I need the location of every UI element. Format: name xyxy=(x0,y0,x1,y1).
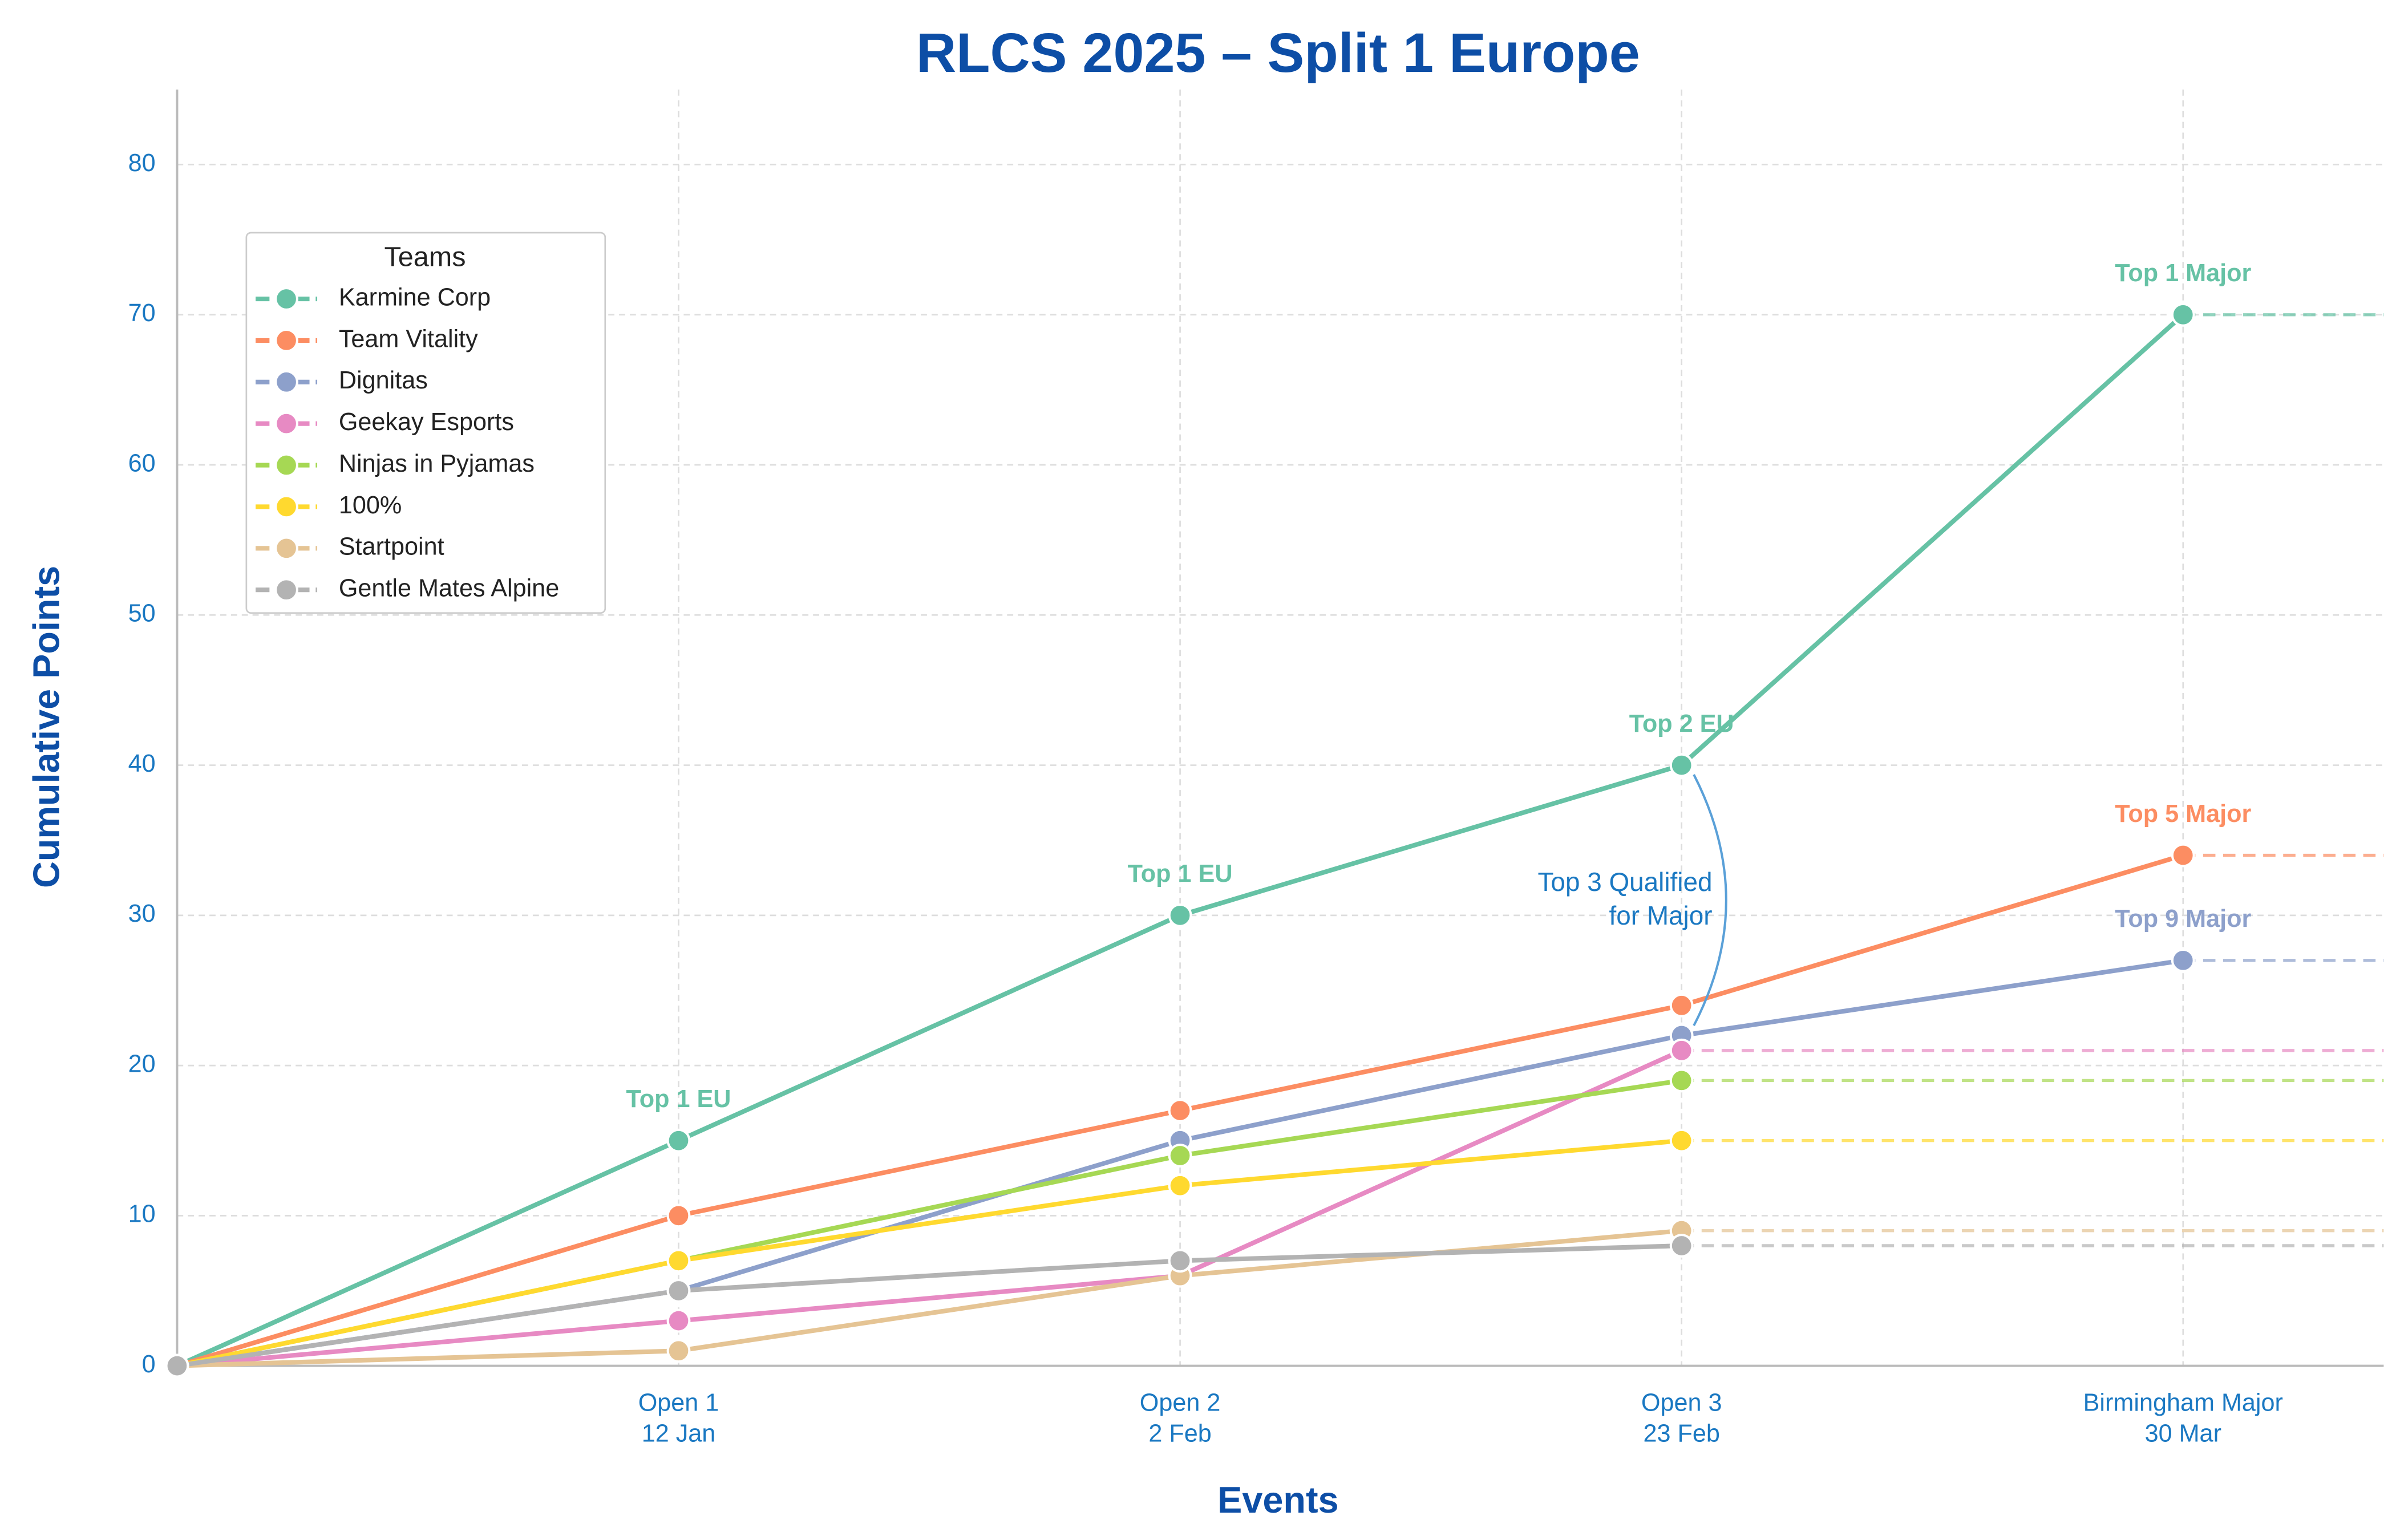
y-tick-label: 20 xyxy=(128,1050,156,1077)
legend-box xyxy=(245,232,606,614)
legend-marker xyxy=(274,411,298,436)
data-point xyxy=(1669,1234,1694,1258)
data-point xyxy=(666,1203,691,1228)
point-annotation: Top 1 Major xyxy=(2115,260,2251,287)
y-tick-label: 40 xyxy=(128,750,156,777)
callout-arrow xyxy=(1693,774,1727,1027)
y-tick-label: 10 xyxy=(128,1201,156,1228)
y-tick-label: 70 xyxy=(128,299,156,327)
y-tick-label: 50 xyxy=(128,600,156,627)
data-point xyxy=(1669,1038,1694,1063)
point-annotation: Top 9 Major xyxy=(2115,905,2251,933)
point-annotation: Top 5 Major xyxy=(2115,800,2251,828)
x-tick-label: Open 1 xyxy=(638,1389,719,1416)
data-point xyxy=(666,1128,691,1153)
y-tick-label: 80 xyxy=(128,149,156,177)
data-point xyxy=(2171,843,2195,868)
legend-label: Dignitas xyxy=(339,367,428,394)
y-tick-label: 0 xyxy=(142,1351,156,1378)
x-tick-label: Open 2 xyxy=(1140,1389,1221,1416)
data-point xyxy=(1669,1128,1694,1153)
data-point xyxy=(1669,1068,1694,1093)
x-tick-date: 23 Feb xyxy=(1643,1420,1719,1447)
point-annotation: Top 1 EU xyxy=(1128,860,1233,887)
x-tick-date: 12 Jan xyxy=(642,1420,716,1447)
x-tick-date: 30 Mar xyxy=(2145,1420,2221,1447)
callout-text: Top 3 Qualified xyxy=(1538,867,1713,897)
legend-label: Ninjas in Pyjamas xyxy=(339,450,535,477)
data-point xyxy=(1168,903,1192,927)
legend-label: 100% xyxy=(339,492,402,519)
legend-marker xyxy=(274,495,298,519)
series-line xyxy=(176,1138,1682,1368)
legend-label: Karmine Corp xyxy=(339,283,491,311)
data-point xyxy=(1168,1249,1192,1273)
legend-marker xyxy=(274,287,298,311)
x-tick-label: Open 3 xyxy=(1641,1389,1722,1416)
data-point xyxy=(666,1339,691,1363)
data-point xyxy=(2171,302,2195,327)
data-point xyxy=(1168,1144,1192,1168)
legend-title: Teams xyxy=(384,242,466,273)
y-tick-label: 30 xyxy=(128,900,156,927)
plot-area: Top 1 EU Top 1 EU Top 2 EU Top 1 Major Top 5… xyxy=(165,260,2384,1378)
series-line xyxy=(176,1243,1682,1368)
y-tick-label: 60 xyxy=(128,449,156,477)
legend-label: Startpoint xyxy=(339,533,444,561)
x-axis-label: Events xyxy=(1217,1479,1338,1521)
data-point xyxy=(165,1353,189,1378)
data-point xyxy=(1168,1173,1192,1198)
data-point xyxy=(2171,948,2195,972)
legend-label: Geekay Esports xyxy=(339,408,514,436)
legend-marker xyxy=(274,370,298,394)
legend-label: Team Vitality xyxy=(339,325,478,352)
data-point xyxy=(666,1308,691,1333)
point-annotation: Top 2 EU xyxy=(1629,710,1734,737)
data-point xyxy=(1168,1099,1192,1122)
data-point xyxy=(1669,993,1694,1018)
callout-text: for Major xyxy=(1609,901,1713,930)
legend-marker xyxy=(274,536,298,561)
legend: Karmine Corp Team Vitality Dignitas Geekay … xyxy=(256,283,559,602)
legend-marker xyxy=(274,328,298,352)
y-axis-label: Cumulative Points xyxy=(25,566,67,888)
data-point xyxy=(666,1279,691,1303)
data-point xyxy=(666,1249,691,1273)
legend-marker xyxy=(274,578,298,602)
legend-marker xyxy=(274,453,298,477)
legend-label: Gentle Mates Alpine xyxy=(339,575,559,602)
point-annotation: Top 1 EU xyxy=(626,1085,731,1113)
x-tick-date: 2 Feb xyxy=(1148,1420,1211,1447)
chart-title: RLCS 2025 – Split 1 Europe xyxy=(916,22,1640,84)
data-point xyxy=(1669,753,1694,777)
x-tick-label: Birmingham Major xyxy=(2083,1389,2283,1416)
